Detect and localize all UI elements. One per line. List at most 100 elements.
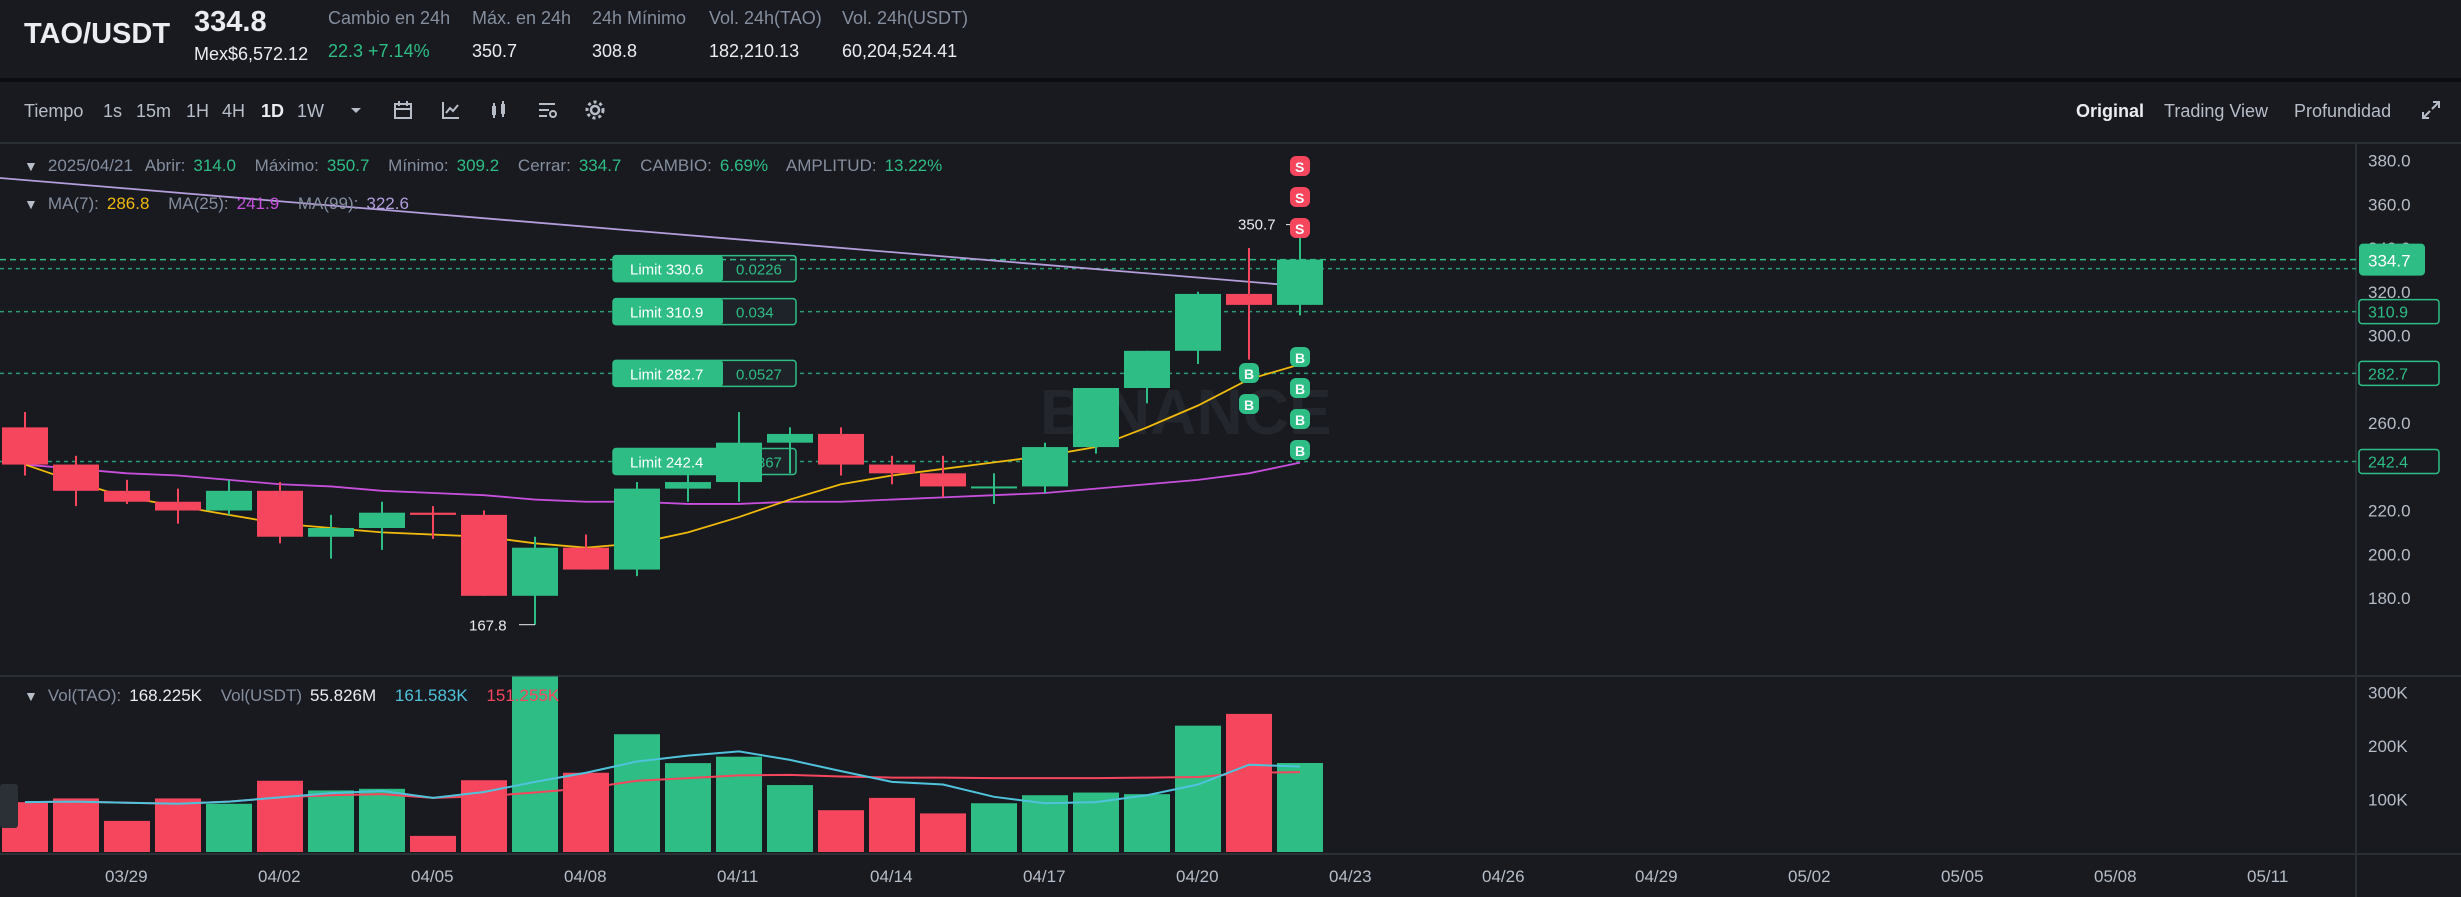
stat-value: 350.7 bbox=[472, 41, 518, 61]
candle-body bbox=[869, 464, 915, 474]
ohlc-legend: ▼ 2025/04/21 Abrir: 314.0 Máximo: 350.7 Mín… bbox=[24, 156, 956, 176]
low-label: Mínimo: bbox=[388, 156, 449, 175]
y-tick-label: 260.0 bbox=[2368, 414, 2411, 433]
candle-body bbox=[614, 488, 660, 570]
chart-area[interactable]: BINANCE380.0360.0340.0320.0300.0280.0260… bbox=[0, 144, 2461, 897]
ma-legend: ▼ MA(7): 286.8 MA(25): 241.9 MA(99): 322.6 bbox=[24, 194, 423, 214]
calendar-icon[interactable] bbox=[391, 98, 415, 122]
order-tag-fill bbox=[613, 360, 723, 387]
vol-tick-label: 300K bbox=[2368, 684, 2408, 703]
order-qty: 0.0527 bbox=[736, 366, 782, 383]
x-tick-label: 03/29 bbox=[105, 867, 148, 886]
candlestick-chart[interactable]: BINANCE380.0360.0340.0320.0300.0280.0260… bbox=[0, 144, 2461, 897]
interval-1h[interactable]: 1H bbox=[186, 101, 210, 121]
volume-bar bbox=[104, 820, 150, 852]
chart-settings-list-icon[interactable] bbox=[535, 98, 559, 122]
indicators-icon[interactable] bbox=[439, 98, 463, 122]
chevron-down-icon[interactable]: ▼ bbox=[24, 158, 38, 174]
vol-usdt-label: Vol(USDT) bbox=[220, 686, 302, 705]
sell-marker-bg bbox=[1290, 187, 1310, 207]
ma7-label: MA(7): bbox=[47, 194, 99, 213]
candle-body bbox=[1175, 293, 1221, 351]
x-tick-label: 04/17 bbox=[1023, 867, 1066, 886]
candle-body bbox=[359, 512, 405, 528]
interval-4h[interactable]: 4H bbox=[222, 101, 246, 121]
open-value: 314.0 bbox=[193, 156, 236, 175]
interval-1w[interactable]: 1W bbox=[297, 101, 324, 121]
ma99-line bbox=[0, 177, 1301, 287]
gear-icon[interactable] bbox=[583, 98, 607, 122]
volume-bar bbox=[1124, 794, 1170, 852]
buy-marker: B bbox=[1244, 397, 1254, 413]
ticker-header: TAO/USDT 334.8 Mex$6,572.12 Cambio en 24… bbox=[0, 0, 2461, 82]
high-label: Máximo: bbox=[254, 156, 319, 175]
buy-marker: B bbox=[1244, 366, 1254, 382]
interval-1d[interactable]: 1D bbox=[261, 101, 285, 121]
x-tick-label: 04/14 bbox=[870, 867, 913, 886]
x-tick-label: 05/11 bbox=[2247, 867, 2288, 886]
stat-label: Vol. 24h(USDT) bbox=[842, 8, 969, 28]
buy-marker-bg bbox=[1290, 378, 1310, 398]
candle-body bbox=[257, 490, 303, 537]
current-price-text: 334.7 bbox=[2368, 252, 2411, 271]
stat-value: 22.3 +7.14% bbox=[328, 41, 430, 61]
vol-ma5-value: 161.583K bbox=[394, 686, 468, 705]
view-original[interactable]: Original bbox=[2076, 101, 2145, 121]
volume-bar bbox=[971, 803, 1017, 852]
volume-legend: ▼ Vol(TAO): 168.225K Vol(USDT) 55.826M 161.… bbox=[24, 686, 573, 706]
candle-body bbox=[818, 433, 864, 465]
close-value: 334.7 bbox=[578, 156, 622, 175]
x-tick-label: 04/29 bbox=[1635, 867, 1678, 886]
close-label: Cerrar: bbox=[517, 156, 571, 175]
interval-dropdown-icon[interactable] bbox=[344, 98, 368, 122]
sell-marker: S bbox=[1295, 221, 1304, 237]
y-tick-label: 220.0 bbox=[2368, 502, 2411, 521]
x-tick-label: 04/08 bbox=[564, 867, 607, 886]
volume-bar bbox=[410, 835, 456, 852]
high-value: 350.7 bbox=[326, 156, 370, 175]
candle-body bbox=[410, 512, 456, 515]
sell-marker-bg bbox=[1290, 156, 1310, 176]
candle-body bbox=[1022, 447, 1068, 487]
candle-body bbox=[206, 490, 252, 511]
volume-bar bbox=[206, 803, 252, 852]
ma25-line bbox=[24, 461, 1301, 505]
buy-marker: B bbox=[1295, 412, 1305, 428]
interval-15m[interactable]: 15m bbox=[136, 101, 172, 121]
fullscreen-icon[interactable] bbox=[2419, 98, 2443, 122]
candle-body bbox=[2, 427, 48, 465]
pair-name[interactable]: TAO/USDT bbox=[24, 18, 171, 50]
stat-value: 60,204,524.41 bbox=[842, 41, 958, 61]
candle-body bbox=[767, 433, 813, 443]
candle-body bbox=[716, 442, 762, 483]
sell-marker: S bbox=[1295, 190, 1304, 206]
volume-bar bbox=[614, 734, 660, 852]
stat-label: Vol. 24h(TAO) bbox=[709, 8, 822, 28]
stat-vol-usdt: Vol. 24h(USDT) 60,204,524.41 bbox=[842, 8, 968, 62]
high-marker: 350.7 bbox=[1238, 217, 1276, 234]
view-trading-view[interactable]: Trading View bbox=[2164, 101, 2269, 121]
stat-low: 24h Mínimo 308.8 bbox=[592, 8, 686, 62]
x-tick-label: 05/08 bbox=[2094, 867, 2137, 886]
stat-change: Cambio en 24h 22.3 +7.14% bbox=[328, 8, 450, 62]
x-tick-label: 05/05 bbox=[1941, 867, 1984, 886]
volume-bar bbox=[1022, 795, 1068, 852]
buy-marker-bg bbox=[1290, 347, 1310, 367]
view-depth[interactable]: Profundidad bbox=[2294, 101, 2392, 121]
order-price-tag bbox=[2358, 448, 2440, 475]
volume-bar bbox=[308, 790, 354, 852]
order-label: Limit 310.9 bbox=[630, 305, 703, 322]
interval-1s[interactable]: 1s bbox=[103, 101, 123, 121]
low-marker: 167.8 bbox=[469, 618, 507, 635]
chevron-down-icon[interactable]: ▼ bbox=[24, 688, 38, 704]
volume-bar bbox=[359, 788, 405, 852]
y-tick-label: 300.0 bbox=[2368, 327, 2411, 346]
vol-usdt-value: 55.826M bbox=[310, 686, 377, 705]
ohlc-date: 2025/04/21 bbox=[47, 156, 133, 175]
volume-bar bbox=[512, 676, 558, 852]
vol-ma10-value: 151.255K bbox=[486, 686, 560, 705]
candle-type-icon[interactable] bbox=[487, 98, 511, 122]
buy-marker-bg bbox=[1239, 394, 1259, 414]
stat-label: Cambio en 24h bbox=[328, 8, 451, 28]
chevron-down-icon[interactable]: ▼ bbox=[24, 196, 38, 212]
